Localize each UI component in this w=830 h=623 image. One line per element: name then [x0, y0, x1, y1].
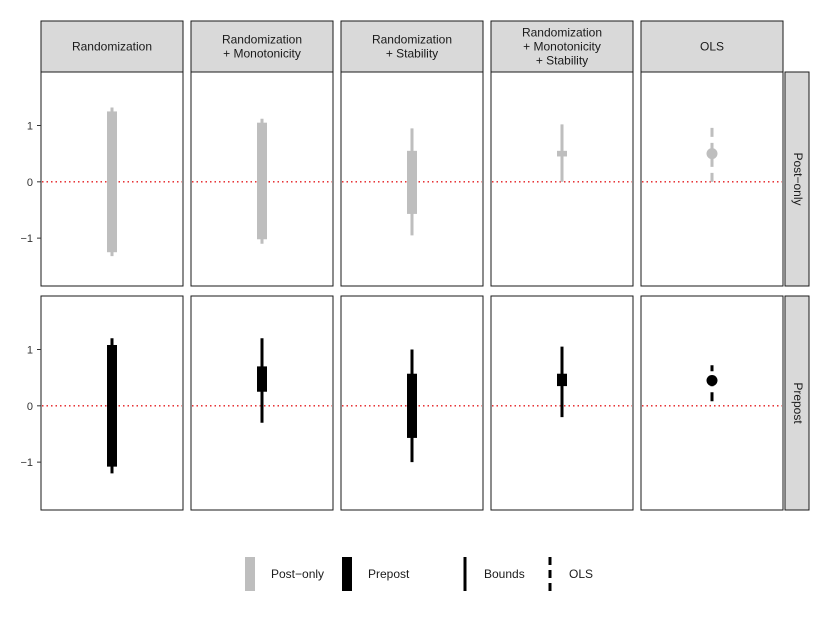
column-strip-2 [340, 20, 484, 73]
y-tick-label: 0 [27, 401, 33, 413]
column-strip-label: + Stability [536, 54, 588, 68]
column-strip-label: + Stability [386, 47, 438, 61]
y-tick-label: 0 [27, 177, 33, 189]
panel-1-4 [640, 295, 784, 511]
identified-set-bar [557, 373, 567, 387]
legend-key-bar [342, 557, 352, 591]
column-strip-1 [190, 20, 334, 73]
column-strip-label: OLS [700, 40, 724, 54]
legend-key-bar [245, 557, 255, 591]
identified-set-bar [257, 366, 267, 392]
legend-label: Bounds [484, 567, 525, 581]
ols-point-estimate [706, 148, 718, 160]
y-tick-label: 1 [27, 121, 33, 133]
legend-label: OLS [569, 567, 593, 581]
identified-set-bar [407, 373, 417, 438]
legend-label: Prepost [368, 567, 410, 581]
row-strip-label: Post−only [791, 152, 805, 205]
identified-set-bar [557, 150, 567, 157]
row-strip-0 [784, 71, 810, 287]
y-tick-label: −1 [20, 233, 33, 245]
legend-label: Post−only [271, 567, 324, 581]
identified-set-bar [107, 344, 117, 467]
row-strip-label: Prepost [791, 382, 805, 424]
column-strip-label: Randomization [222, 33, 302, 47]
identified-set-bar [107, 111, 117, 253]
column-strip-label: Randomization [522, 26, 602, 40]
column-strip-label: + Monotonicity [523, 40, 601, 54]
y-tick-label: −1 [20, 457, 33, 469]
column-strip-label: Randomization [372, 33, 452, 47]
row-strip-1 [784, 295, 810, 511]
identified-set-bar [257, 122, 267, 240]
ols-point-estimate [706, 374, 718, 386]
identified-set-bar [407, 150, 417, 214]
column-strip-label: + Monotonicity [223, 47, 301, 61]
column-strip-4 [640, 20, 784, 73]
column-strip-label: Randomization [72, 40, 152, 54]
y-tick-label: 1 [27, 345, 33, 357]
column-strip-0 [40, 20, 184, 73]
column-strip-3 [490, 20, 634, 73]
